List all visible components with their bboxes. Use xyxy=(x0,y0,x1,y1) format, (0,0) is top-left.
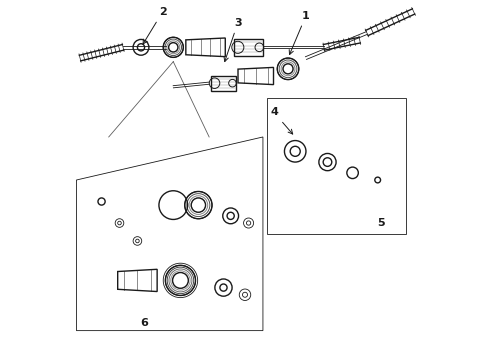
Text: 3: 3 xyxy=(224,18,242,62)
Bar xyxy=(234,39,263,56)
Text: 6: 6 xyxy=(141,319,148,328)
Text: 2: 2 xyxy=(143,7,167,44)
Text: 1: 1 xyxy=(289,11,310,54)
Text: 5: 5 xyxy=(377,218,385,228)
Bar xyxy=(211,76,236,91)
Text: 4: 4 xyxy=(270,107,293,134)
